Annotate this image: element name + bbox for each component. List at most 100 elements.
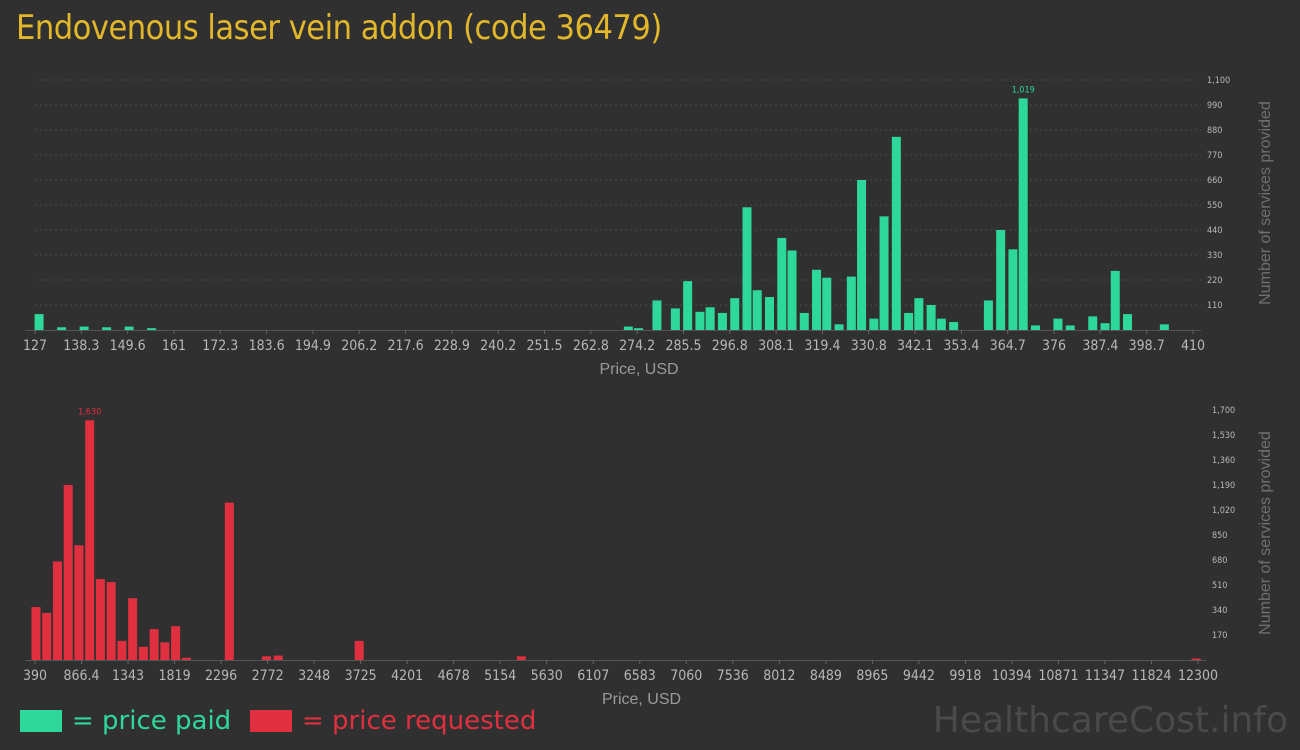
- paid-y-tick-label: 440: [1207, 226, 1222, 236]
- requested-x-tick-label: 1343: [112, 668, 144, 684]
- requested-x-tick-label: 11824: [1131, 668, 1171, 684]
- legend-requested-swatch: [250, 710, 292, 732]
- requested-bar: [149, 629, 159, 660]
- requested-bar: [52, 561, 62, 660]
- requested-bar: [128, 598, 138, 660]
- paid-bar: [634, 328, 644, 330]
- paid-bar: [1100, 323, 1110, 330]
- paid-y-tick-label: 220: [1207, 276, 1222, 286]
- paid-bar: [730, 298, 740, 330]
- paid-bar: [904, 312, 914, 330]
- requested-bar: [261, 656, 271, 660]
- paid-bar: [777, 237, 787, 330]
- requested-bar: [31, 607, 41, 660]
- requested-x-tick-label: 4201: [391, 668, 423, 684]
- paid-bar: [857, 180, 867, 330]
- requested-x-tick-label: 5154: [484, 668, 516, 684]
- requested-x-tick-label: 7060: [670, 668, 702, 684]
- requested-x-tick-label: 2296: [205, 668, 237, 684]
- requested-x-tick-label: 2772: [252, 668, 284, 684]
- requested-bar: [95, 579, 105, 660]
- paid-bar: [799, 312, 809, 330]
- paid-x-tick-label: 206.2: [341, 338, 377, 354]
- paid-bar: [34, 314, 44, 330]
- paid-x-axis-label: Price, USD: [599, 361, 678, 378]
- paid-bar: [834, 324, 844, 330]
- paid-bar: [764, 297, 774, 330]
- requested-y-tick-label: 1,360: [1212, 456, 1235, 466]
- paid-bar: [869, 318, 879, 330]
- requested-x-tick-label: 10871: [1038, 668, 1078, 684]
- paid-x-tick-label: 387.4: [1082, 338, 1118, 354]
- watermark: HealthcareCost.info: [932, 700, 1288, 741]
- paid-bar: [683, 281, 693, 330]
- paid-y-tick-label: 110: [1207, 301, 1222, 311]
- paid-x-tick-label: 364.7: [990, 338, 1026, 354]
- requested-bar: [160, 642, 170, 660]
- paid-bar: [996, 230, 1006, 330]
- paid-bar: [983, 300, 993, 330]
- paid-bar: [1030, 325, 1040, 330]
- chart-price-requested: 170 340 510 680 850 1,020 1,190 1,360 1,530 1,700…: [23, 406, 1274, 708]
- paid-bar: [1123, 314, 1133, 330]
- paid-x-tick-label: 251.5: [526, 338, 562, 354]
- paid-bar: [670, 308, 680, 330]
- requested-bar: [138, 646, 148, 660]
- paid-x-tick-label: 194.9: [295, 338, 331, 354]
- requested-x-tick-label: 5630: [531, 668, 563, 684]
- requested-x-tick-label: 9442: [903, 668, 935, 684]
- paid-x-tick-label: 330.8: [851, 338, 887, 354]
- requested-y-tick-label: 680: [1212, 556, 1227, 566]
- paid-x-tick-label: 376: [1042, 338, 1066, 354]
- requested-x-tick-label: 8489: [810, 668, 842, 684]
- legend-requested-label: = price requested: [302, 706, 537, 736]
- requested-bar: [181, 657, 191, 660]
- requested-y-tick-label: 1,700: [1212, 406, 1235, 416]
- requested-x-tick-label: 7536: [717, 668, 749, 684]
- requested-bar: [106, 582, 116, 660]
- paid-max-value-label: 1,019: [1012, 85, 1035, 95]
- paid-bar: [1008, 249, 1018, 330]
- paid-bar: [705, 307, 715, 330]
- paid-x-tick-label: 319.4: [804, 338, 840, 354]
- paid-bar: [949, 322, 959, 330]
- paid-x-tick-label: 410: [1181, 338, 1205, 354]
- paid-y-tick-label: 990: [1207, 101, 1222, 111]
- paid-x-tick-label: 285.5: [665, 338, 701, 354]
- requested-y-axis-label: Number of services provided: [1257, 431, 1274, 635]
- requested-x-tick-label: 12300: [1178, 668, 1218, 684]
- requested-bar: [42, 612, 52, 660]
- requested-x-tick-label: 390: [23, 668, 47, 684]
- paid-bar: [1110, 270, 1120, 330]
- paid-bar: [147, 328, 157, 330]
- paid-x-tick-label: 296.8: [712, 338, 748, 354]
- paid-bar: [742, 207, 752, 330]
- paid-x-tick-label: 353.4: [943, 338, 979, 354]
- legend-paid: = price paid: [20, 705, 231, 737]
- legend-requested: = price requested: [250, 705, 536, 737]
- paid-x-tick-label: 398.7: [1129, 338, 1165, 354]
- requested-y-tick-label: 1,530: [1212, 431, 1235, 441]
- requested-bar: [171, 626, 181, 660]
- requested-y-tick-label: 850: [1212, 531, 1227, 541]
- paid-x-tick-label: 240.2: [480, 338, 516, 354]
- paid-bar: [787, 250, 797, 330]
- requested-x-tick-label: 10394: [992, 668, 1032, 684]
- paid-y-tick-label: 330: [1207, 251, 1222, 261]
- paid-x-tick-label: 149.6: [110, 338, 146, 354]
- paid-bar: [623, 326, 633, 330]
- paid-bar: [1053, 318, 1063, 330]
- paid-bar: [1018, 98, 1028, 330]
- paid-y-tick-label: 770: [1207, 151, 1222, 161]
- paid-x-tick-label: 127: [23, 338, 47, 354]
- paid-x-tick-label: 262.8: [573, 338, 609, 354]
- paid-y-tick-label: 880: [1207, 126, 1222, 136]
- paid-bar: [926, 305, 936, 330]
- paid-bar: [891, 136, 901, 330]
- page-title: Endovenous laser vein addon (code 36479): [16, 8, 662, 48]
- paid-y-axis-label: Number of services provided: [1257, 101, 1274, 305]
- paid-bar: [124, 326, 134, 330]
- paid-bar: [717, 312, 727, 330]
- requested-x-tick-label: 9918: [949, 668, 981, 684]
